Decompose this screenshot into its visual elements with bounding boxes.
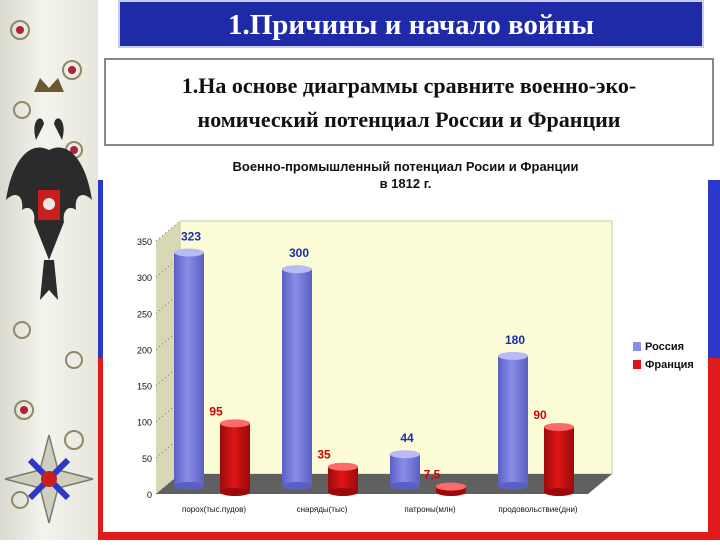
chart-panel: Военно-промышленный потенциал Росии и Фр…: [103, 152, 708, 532]
y-tick-label: 50: [142, 454, 152, 464]
data-label-russia-2: 44: [400, 431, 414, 445]
x-tick-label: снаряды(тыс): [297, 505, 348, 514]
decorative-emblem-strip: [0, 0, 98, 540]
x-tick-label: продовольствие(дни): [498, 505, 577, 514]
bar-france-3-top: [544, 422, 574, 431]
bar-france-3-base: [544, 488, 574, 496]
data-label-france-1: 35: [317, 448, 331, 462]
y-tick-label: 350: [137, 237, 152, 247]
bar-russia-1-top: [282, 265, 312, 274]
bar-france-1: [328, 466, 358, 492]
x-tick-label: порох(тыс.пудов): [182, 505, 246, 514]
bar-chart: 0 50 100 150 200 250 300 350 323 95 порох(тыс.пудо…: [137, 220, 699, 514]
data-label-russia-1: 300: [289, 246, 309, 260]
y-tick-label: 0: [147, 490, 152, 500]
task-box: 1.На основе диаграммы сравните военно-эк…: [104, 58, 714, 146]
bar-russia-1: [282, 269, 312, 486]
bar-russia-3: [498, 355, 528, 486]
bar-russia-3-top: [498, 351, 528, 360]
order-star-icon: [4, 434, 94, 524]
y-tick-label: 100: [137, 418, 152, 428]
bar-france-0-top: [220, 419, 250, 428]
y-tick-label: 300: [137, 273, 152, 283]
legend-label-russia: Россия: [645, 341, 684, 353]
bar-russia-0: [174, 252, 204, 486]
imperial-eagle-icon: [6, 20, 92, 509]
y-tick-label: 200: [137, 345, 152, 355]
bar-france-3: [544, 426, 574, 492]
data-label-russia-0: 323: [181, 230, 201, 244]
bar-russia-2-base: [390, 482, 420, 490]
bar-russia-2: [390, 454, 420, 486]
legend-label-france: Франция: [645, 359, 694, 371]
task-line-1: 1.На основе диаграммы сравните военно-эк…: [181, 73, 637, 98]
chart-title: Военно-промышленный потенциал Росии и Фр…: [103, 158, 708, 192]
bar-russia-0-base: [174, 482, 204, 490]
bar-russia-2-top: [390, 450, 420, 459]
data-label-france-2: 7,5: [424, 468, 441, 482]
y-tick-label: 250: [137, 309, 152, 319]
task-line-2: номический потенциал России и Франции: [197, 107, 621, 132]
bar-france-1-base: [328, 488, 358, 496]
bar-france-2-top: [436, 482, 466, 491]
chart-title-line-2: в 1812 г.: [379, 176, 432, 191]
data-label-france-0: 95: [209, 404, 223, 418]
bar-russia-0-top: [174, 248, 204, 257]
slide-title-text: 1.Причины и начало войны: [228, 9, 594, 41]
bar-russia-1-base: [282, 482, 312, 490]
legend-swatch-russia: [633, 342, 641, 351]
data-label-france-3: 90: [533, 408, 547, 422]
chart-title-line-1: Военно-промышленный потенциал Росии и Фр…: [232, 159, 579, 174]
y-tick-label: 150: [137, 382, 152, 392]
bar-france-0-base: [220, 488, 250, 496]
bar-france-1-top: [328, 462, 358, 471]
x-tick-label: патроны(млн): [404, 505, 456, 514]
bar-russia-3-base: [498, 482, 528, 490]
legend-swatch-france: [633, 360, 641, 369]
bar-france-0: [220, 423, 250, 492]
slide-title: 1.Причины и начало войны: [118, 0, 704, 48]
data-label-russia-3: 180: [505, 333, 525, 347]
